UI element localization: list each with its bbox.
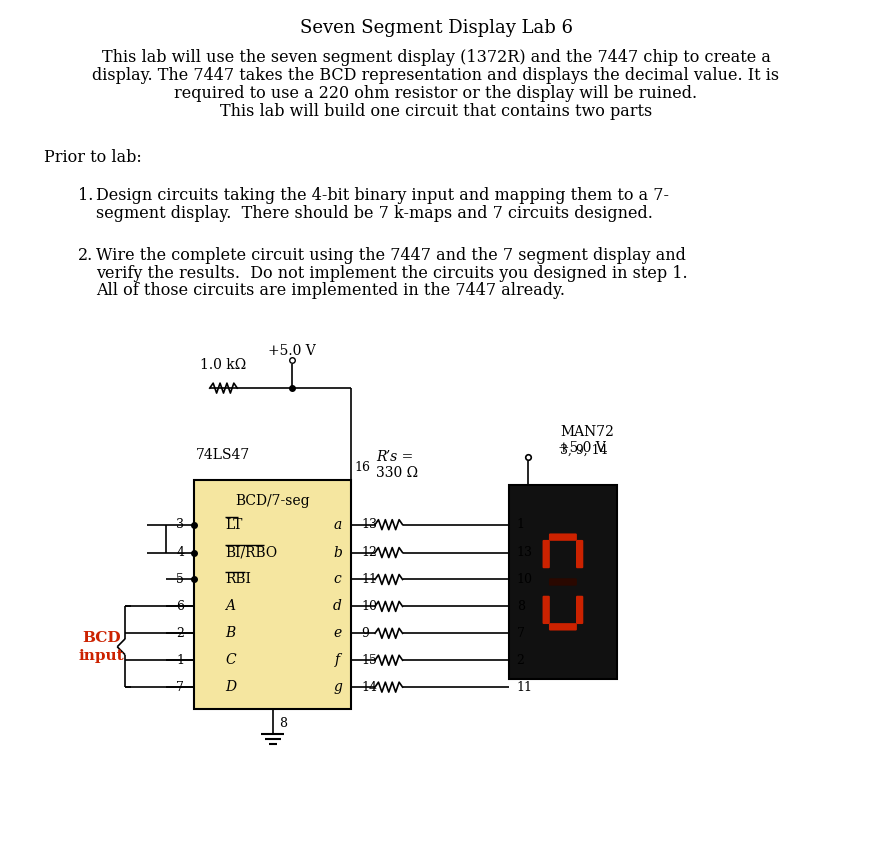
Text: This lab will use the seven segment display (1372R) and the 7447 chip to create : This lab will use the seven segment disp… xyxy=(101,49,771,66)
Text: 7: 7 xyxy=(517,627,525,639)
Text: This lab will build one circuit that contains two parts: This lab will build one circuit that con… xyxy=(220,103,652,120)
Text: 15: 15 xyxy=(361,654,377,667)
Text: display. The 7447 takes the BCD representation and displays the decimal value. I: display. The 7447 takes the BCD represen… xyxy=(92,67,780,84)
Text: e: e xyxy=(333,627,342,640)
Text: 3, 9, 14: 3, 9, 14 xyxy=(560,444,608,457)
Text: 9: 9 xyxy=(361,627,369,639)
Text: 3: 3 xyxy=(176,518,184,531)
Text: 5: 5 xyxy=(176,573,184,586)
Text: 13: 13 xyxy=(361,518,378,531)
Text: 16: 16 xyxy=(354,460,371,474)
Text: 11: 11 xyxy=(361,573,378,586)
Text: LT: LT xyxy=(226,517,242,532)
Text: MAN72: MAN72 xyxy=(560,425,614,439)
Text: d: d xyxy=(333,600,342,613)
Text: 10: 10 xyxy=(361,600,378,613)
Text: BI/RBO: BI/RBO xyxy=(226,545,277,560)
Text: 1.: 1. xyxy=(78,187,93,204)
Text: RBI: RBI xyxy=(226,572,251,587)
Text: 7: 7 xyxy=(176,681,184,694)
Text: 74LS47: 74LS47 xyxy=(196,448,250,462)
Text: 8: 8 xyxy=(280,717,288,729)
Text: b: b xyxy=(333,545,342,560)
Bar xyxy=(508,485,617,679)
Text: segment display.  There should be 7 k-maps and 7 circuits designed.: segment display. There should be 7 k-map… xyxy=(96,204,652,221)
Text: BCD: BCD xyxy=(82,631,121,644)
Text: 1: 1 xyxy=(176,654,184,667)
Text: g: g xyxy=(333,680,342,695)
Text: a: a xyxy=(333,517,342,532)
Text: 8: 8 xyxy=(517,600,525,613)
Text: 2: 2 xyxy=(517,654,525,667)
Text: 11: 11 xyxy=(517,681,533,694)
Text: BCD/7-seg: BCD/7-seg xyxy=(235,494,310,508)
Text: 13: 13 xyxy=(517,546,533,559)
Text: verify the results.  Do not implement the circuits you designed in step 1.: verify the results. Do not implement the… xyxy=(96,265,687,282)
FancyBboxPatch shape xyxy=(576,540,583,568)
Text: 10: 10 xyxy=(517,573,533,586)
Text: c: c xyxy=(334,572,342,587)
Text: 6: 6 xyxy=(176,600,184,613)
Text: Seven Segment Display Lab 6: Seven Segment Display Lab 6 xyxy=(299,20,573,37)
Text: 1.0 kΩ: 1.0 kΩ xyxy=(201,358,247,372)
FancyBboxPatch shape xyxy=(542,540,550,568)
Text: 330 Ω: 330 Ω xyxy=(376,466,418,480)
Text: B: B xyxy=(226,627,235,640)
Text: Prior to lab:: Prior to lab: xyxy=(44,149,142,166)
FancyBboxPatch shape xyxy=(549,578,577,586)
FancyBboxPatch shape xyxy=(549,533,577,541)
Text: Design circuits taking the 4-bit binary input and mapping them to a 7-: Design circuits taking the 4-bit binary … xyxy=(96,187,669,204)
Text: +5.0 V: +5.0 V xyxy=(558,441,606,455)
Text: 2: 2 xyxy=(176,627,184,639)
Text: f: f xyxy=(335,653,340,667)
Text: 12: 12 xyxy=(361,546,377,559)
Text: A: A xyxy=(226,600,235,613)
Text: R’s =: R’s = xyxy=(376,450,413,464)
FancyBboxPatch shape xyxy=(549,623,577,631)
Bar xyxy=(194,480,351,709)
Text: Wire the complete circuit using the 7447 and the 7 segment display and: Wire the complete circuit using the 7447… xyxy=(96,247,685,264)
Text: input: input xyxy=(78,649,125,663)
Text: 14: 14 xyxy=(361,681,378,694)
FancyBboxPatch shape xyxy=(542,596,550,624)
Text: All of those circuits are implemented in the 7447 already.: All of those circuits are implemented in… xyxy=(96,282,564,299)
Text: D: D xyxy=(226,680,236,695)
Text: required to use a 220 ohm resistor or the display will be ruined.: required to use a 220 ohm resistor or th… xyxy=(174,85,698,102)
Text: C: C xyxy=(226,653,236,667)
FancyBboxPatch shape xyxy=(576,596,583,624)
Text: 4: 4 xyxy=(176,546,184,559)
Text: 1: 1 xyxy=(517,518,525,531)
Text: 2.: 2. xyxy=(78,247,93,264)
Text: +5.0 V: +5.0 V xyxy=(269,344,317,358)
